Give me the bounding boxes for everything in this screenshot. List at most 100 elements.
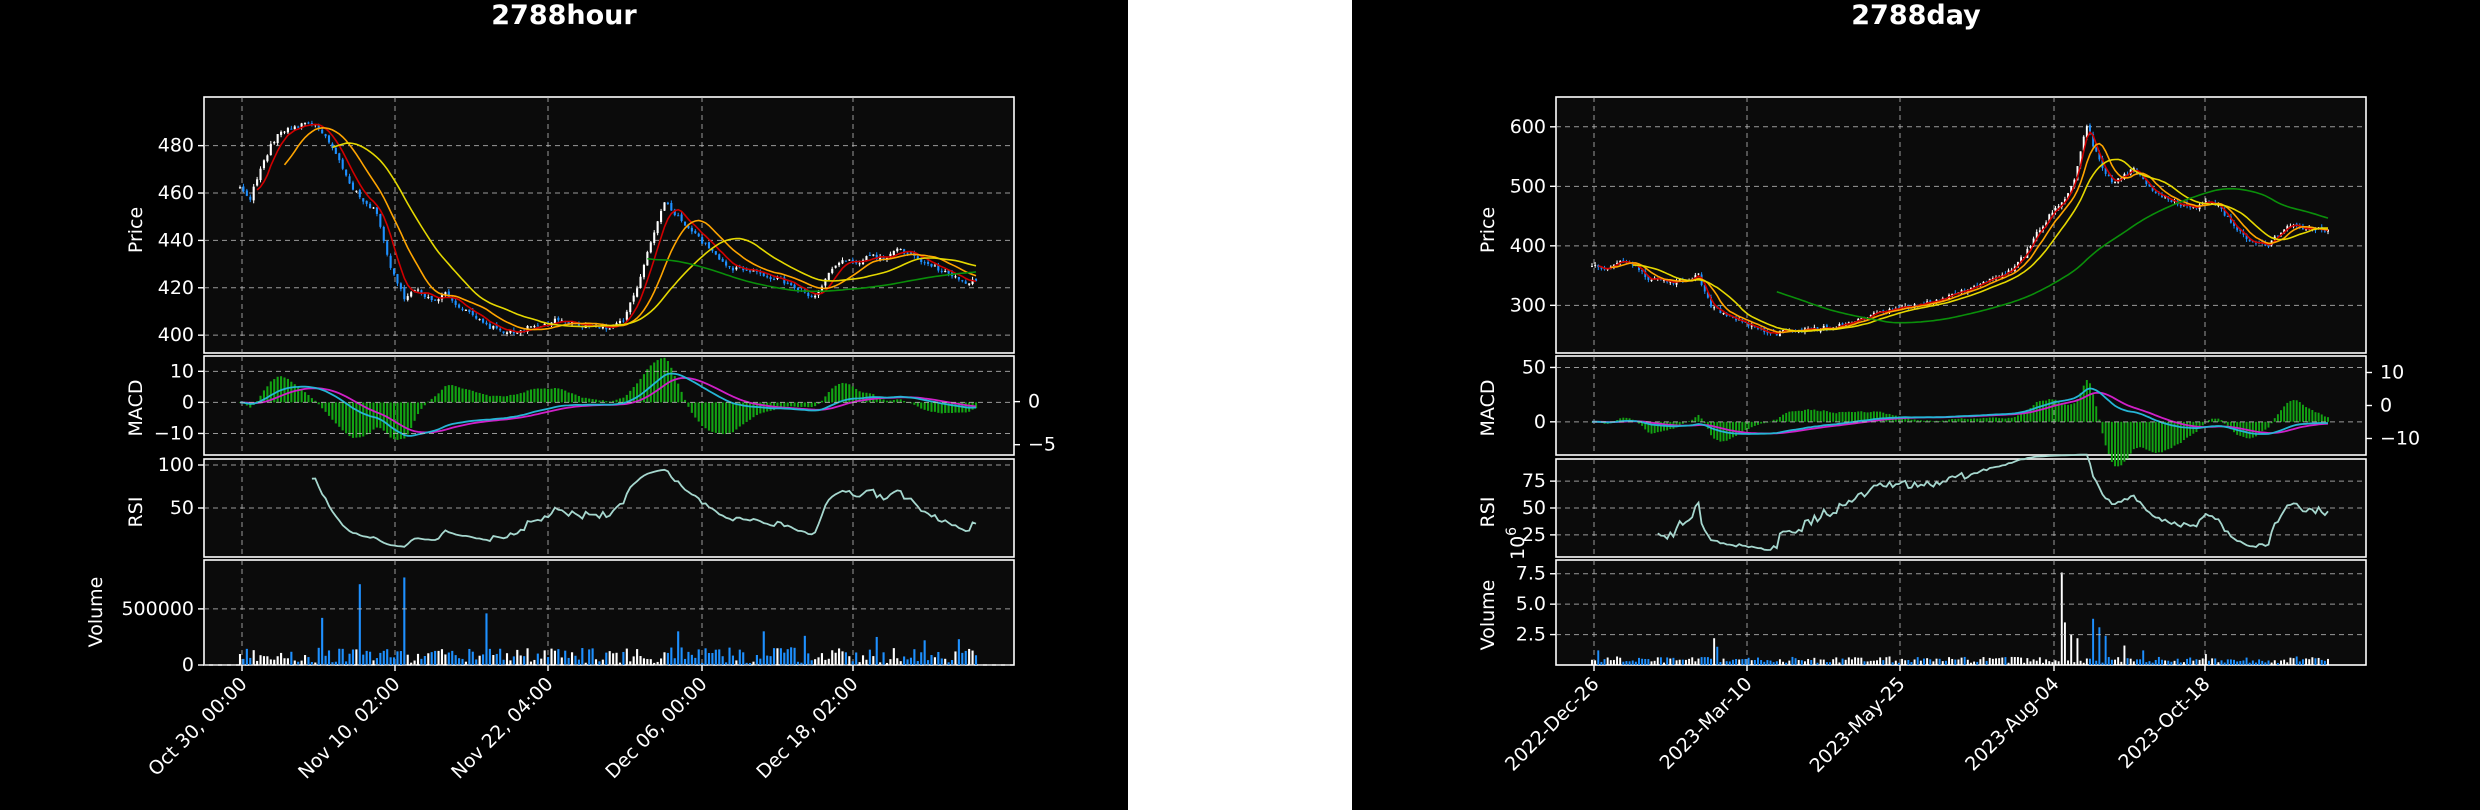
- volume-bar: [341, 648, 344, 665]
- volume-bar: [855, 652, 858, 665]
- volume-bar: [584, 662, 587, 665]
- macd-panel: [1555, 355, 2367, 456]
- macd-histogram-bar: [440, 389, 444, 403]
- volume-bar: [762, 631, 765, 665]
- candle-body: [2007, 270, 2010, 274]
- volume-bar: [1910, 661, 1913, 665]
- macd-histogram-bar: [1944, 420, 1947, 422]
- chart-title: 2788hour: [491, 0, 637, 31]
- macd-histogram-bar: [1995, 417, 1997, 422]
- volume-bar: [2170, 661, 2173, 665]
- volume-bar: [1600, 661, 1603, 665]
- candle-body: [622, 320, 625, 322]
- macd-histogram-bar: [625, 394, 628, 403]
- macd-histogram-bar: [2076, 399, 2079, 422]
- volume-multiplier-base: 10: [1507, 536, 1529, 560]
- volume-bar: [1982, 657, 1985, 665]
- macd-histogram-bar: [728, 402, 731, 434]
- volume-bar: [1832, 659, 1835, 665]
- volume-bar: [2013, 657, 2016, 665]
- volume-bar: [1923, 658, 1925, 665]
- hourly-chart-svg: 2788hour 400420440460480100−100−55010005…: [85, 0, 1056, 783]
- rsi-line: [311, 468, 977, 548]
- macd-histogram-bar: [2314, 412, 2317, 422]
- candle-body: [481, 319, 485, 323]
- candle-body: [310, 122, 313, 125]
- volume-bar: [564, 650, 567, 665]
- macd-histogram-bar: [2276, 414, 2279, 422]
- volume-bar: [478, 655, 481, 665]
- volume-bar: [749, 662, 752, 665]
- macd-histogram-bar: [701, 402, 704, 427]
- candle-body: [776, 277, 779, 279]
- macd-histogram-bar: [413, 402, 416, 421]
- candle-body: [947, 270, 950, 274]
- volume-bar: [636, 649, 639, 665]
- macd-histogram-bar: [950, 402, 954, 414]
- volume-bar: [814, 659, 817, 665]
- candle-body: [687, 225, 690, 229]
- candle-body: [1929, 300, 1932, 303]
- volume-bar: [547, 657, 550, 665]
- candle-body: [868, 254, 871, 256]
- volume-bar: [2214, 658, 2217, 665]
- candle-body: [2223, 209, 2226, 216]
- macd-histogram-bar: [437, 393, 440, 403]
- volume-bar: [1800, 660, 1803, 665]
- macd-histogram-bar: [755, 402, 758, 416]
- macd-histogram-bar: [2170, 421, 2173, 449]
- macd-histogram-bar: [2010, 417, 2013, 422]
- macd-histogram-bar: [1694, 417, 1697, 422]
- macd-histogram-bar: [2280, 410, 2282, 422]
- candle-body: [725, 261, 728, 266]
- macd-histogram-bar: [547, 388, 550, 403]
- volume-bar: [1869, 660, 1872, 665]
- volume-bar: [372, 660, 375, 665]
- macd-histogram-bar: [841, 382, 844, 403]
- volume-bar: [351, 649, 355, 665]
- volume-bar: [2179, 662, 2182, 665]
- volume-bar: [2176, 658, 2179, 665]
- candle-body: [2079, 151, 2082, 167]
- volume-bar: [937, 651, 940, 665]
- candle-body: [1600, 267, 1603, 269]
- volume-bar: [2186, 658, 2189, 665]
- macd-histogram-bar: [858, 391, 861, 403]
- volume-bar: [2223, 662, 2226, 665]
- candle-body: [386, 241, 389, 255]
- volume-bar: [783, 652, 786, 665]
- candle-body: [1757, 327, 1759, 329]
- candle-body: [944, 271, 947, 273]
- candle-body: [2217, 205, 2220, 207]
- candle-body: [2107, 175, 2110, 177]
- volume-bar: [639, 656, 642, 665]
- volume-bar: [879, 662, 882, 665]
- candle-body: [273, 142, 276, 144]
- candle-body: [379, 214, 382, 227]
- volume-bar: [492, 655, 495, 665]
- macd-histogram-bar: [1938, 421, 1941, 422]
- candle-body: [920, 258, 923, 263]
- macd-histogram-bar: [776, 402, 779, 409]
- volume-bar: [2038, 657, 2041, 665]
- macd-histogram-bar: [1966, 419, 1969, 422]
- moving-average-line: [1632, 158, 2328, 333]
- macd-histogram-bar: [2173, 421, 2176, 446]
- candle-body: [1706, 292, 1709, 298]
- volume-bar: [800, 662, 803, 665]
- macd-histogram-bar: [1835, 413, 1838, 422]
- volume-bar: [1750, 660, 1753, 665]
- volume-bar: [529, 661, 533, 665]
- macd-histogram-bar: [471, 390, 474, 403]
- candle-body: [906, 252, 909, 254]
- volume-bar: [379, 652, 382, 665]
- candle-body: [1969, 287, 1972, 290]
- volume-bar: [2320, 659, 2323, 665]
- volume-bar: [629, 661, 632, 665]
- macd-histogram-bar: [1882, 412, 1885, 422]
- candle-body: [745, 269, 748, 271]
- volume-bar: [1638, 657, 1640, 665]
- macd-histogram-bar: [519, 393, 522, 403]
- candle-body: [844, 260, 847, 262]
- macd-histogram-bar: [1850, 412, 1853, 422]
